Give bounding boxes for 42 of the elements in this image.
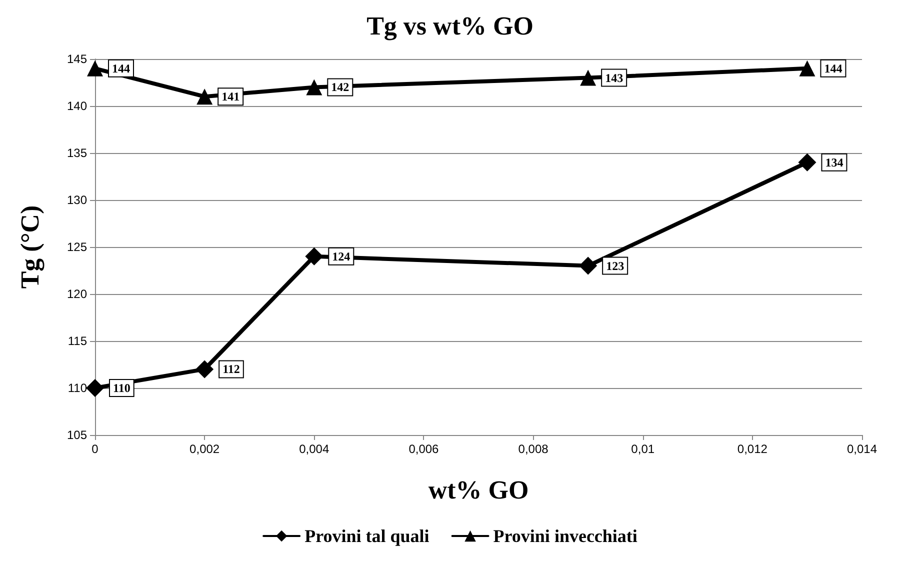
chart-title: Tg vs wt% GO <box>366 12 534 40</box>
y-tick-label: 125 <box>66 240 88 254</box>
x-tick-label: 0,014 <box>846 442 878 456</box>
data-label: 142 <box>331 80 350 94</box>
y-tick-label: 130 <box>66 193 88 207</box>
x-tick-label: 0 <box>92 442 99 456</box>
x-tick-label: 0,012 <box>737 442 768 456</box>
data-label: 110 <box>113 381 130 395</box>
y-axis-title: Tg (°C) <box>16 205 44 289</box>
y-tick-label: 120 <box>66 287 88 301</box>
data-label: 144 <box>824 61 842 76</box>
point <box>580 70 596 86</box>
data-label: 124 <box>332 249 350 264</box>
x-tick-label: 0,008 <box>518 442 549 456</box>
point <box>86 379 104 397</box>
data-label: 123 <box>606 258 624 273</box>
y-tick-label: 145 <box>66 52 88 66</box>
point <box>196 88 213 105</box>
x-tick-label: 0,006 <box>408 442 440 456</box>
data-label: 141 <box>222 90 240 104</box>
y-tick-label: 105 <box>66 428 88 442</box>
x-axis-title: wt% GO <box>428 476 529 504</box>
point <box>306 79 322 96</box>
y-tick-label: 140 <box>66 99 88 113</box>
point <box>799 60 816 76</box>
y-tick-label: 135 <box>66 146 88 160</box>
x-tick-label: 0,01 <box>631 442 655 456</box>
y-tick-label: 110 <box>68 381 88 395</box>
legend-label: Provini invecchiati <box>493 526 638 546</box>
y-tick-label: 115 <box>68 334 88 348</box>
data-label: 112 <box>222 362 240 376</box>
data-label: 144 <box>112 61 130 76</box>
point <box>305 247 324 266</box>
point <box>798 153 816 172</box>
point <box>87 60 103 76</box>
x-tick-label: 0,004 <box>299 442 330 456</box>
point <box>579 256 598 275</box>
data-label: 134 <box>825 155 844 170</box>
x-tick-label: 0,002 <box>190 442 220 456</box>
data-label: 143 <box>605 70 624 85</box>
legend-label: Provini tal quali <box>304 526 430 546</box>
point <box>196 360 214 378</box>
